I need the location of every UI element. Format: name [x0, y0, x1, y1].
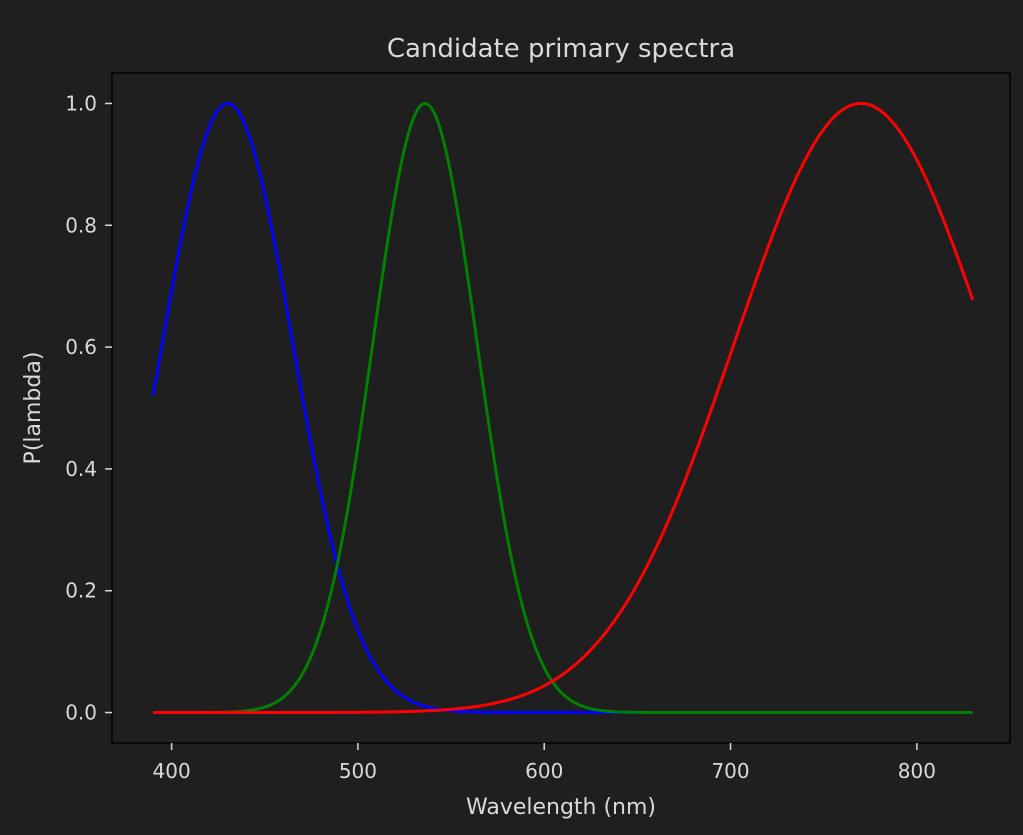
- x-tick-label: 800: [898, 759, 936, 783]
- y-tick-label: 0.6: [65, 335, 97, 359]
- y-axis-label: P(lambda): [21, 352, 46, 465]
- x-tick-label: 400: [153, 759, 191, 783]
- x-axis-label: Wavelength (nm): [466, 795, 656, 820]
- x-tick-label: 600: [525, 759, 563, 783]
- y-tick-label: 0.2: [65, 579, 97, 603]
- series-layer: [151, 101, 975, 715]
- x-ticks: 400 500 600 700 800: [153, 743, 936, 783]
- y-ticks: 0.0 0.2 0.4 0.6 0.8 1.0: [65, 91, 112, 725]
- y-tick-label: 0.4: [65, 457, 97, 481]
- axes-frame: [111, 72, 1011, 744]
- x-tick-label: 700: [711, 759, 749, 783]
- series-line-2: [152, 101, 973, 715]
- chart-title: Candidate primary spectra: [387, 34, 735, 64]
- y-tick-label: 1.0: [65, 91, 97, 115]
- y-tick-label: 0.8: [65, 213, 97, 237]
- y-tick-label: 0.0: [65, 701, 97, 725]
- x-tick-label: 500: [339, 759, 377, 783]
- series-line-3: [152, 101, 975, 715]
